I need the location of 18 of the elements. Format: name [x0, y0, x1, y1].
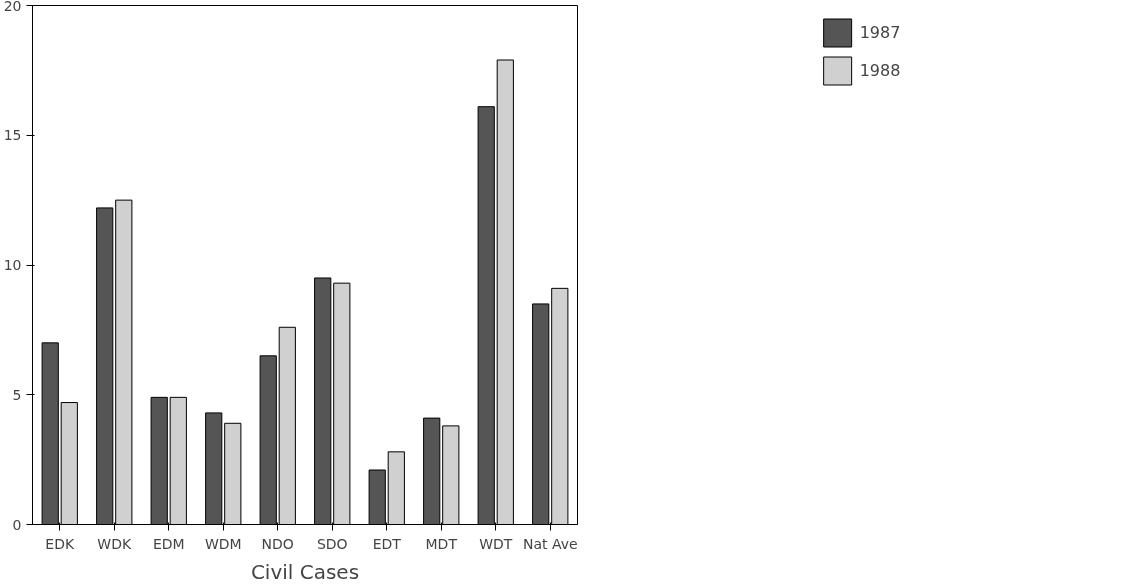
y-tick-label: 0	[12, 516, 22, 533]
x-tick-label: MDT	[425, 535, 458, 552]
x-tick-label: EDT	[372, 535, 402, 552]
y-tick-label: 10	[3, 257, 22, 273]
x-tick-label: NDO	[261, 535, 294, 552]
y-tick-label: 5	[12, 386, 22, 403]
legend-label: 1987	[859, 23, 901, 42]
x-axis-title: Civil Cases	[250, 559, 360, 584]
x-tick-label: WDM	[204, 535, 242, 552]
x-tick-label: EDK	[45, 535, 75, 552]
legend-label: 1988	[859, 61, 901, 80]
x-tick-label: WDK	[97, 535, 132, 552]
x-tick-label: Nat Ave	[522, 535, 578, 552]
y-tick-label: 15	[3, 127, 22, 144]
x-tick-label: SDO	[316, 535, 348, 552]
y-tick-label: 20	[3, 0, 22, 14]
x-tick-label: WDT	[479, 535, 513, 552]
x-tick-label: EDM	[152, 535, 185, 552]
